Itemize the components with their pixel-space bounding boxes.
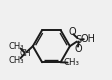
Text: CH₃: CH₃	[9, 56, 24, 65]
Text: CH₃: CH₃	[64, 58, 80, 67]
Text: OH: OH	[81, 34, 96, 44]
Text: O: O	[74, 44, 82, 54]
Text: CH₃: CH₃	[9, 42, 24, 51]
Text: S: S	[76, 35, 82, 45]
Text: O: O	[68, 27, 76, 37]
Text: CH: CH	[20, 49, 31, 58]
